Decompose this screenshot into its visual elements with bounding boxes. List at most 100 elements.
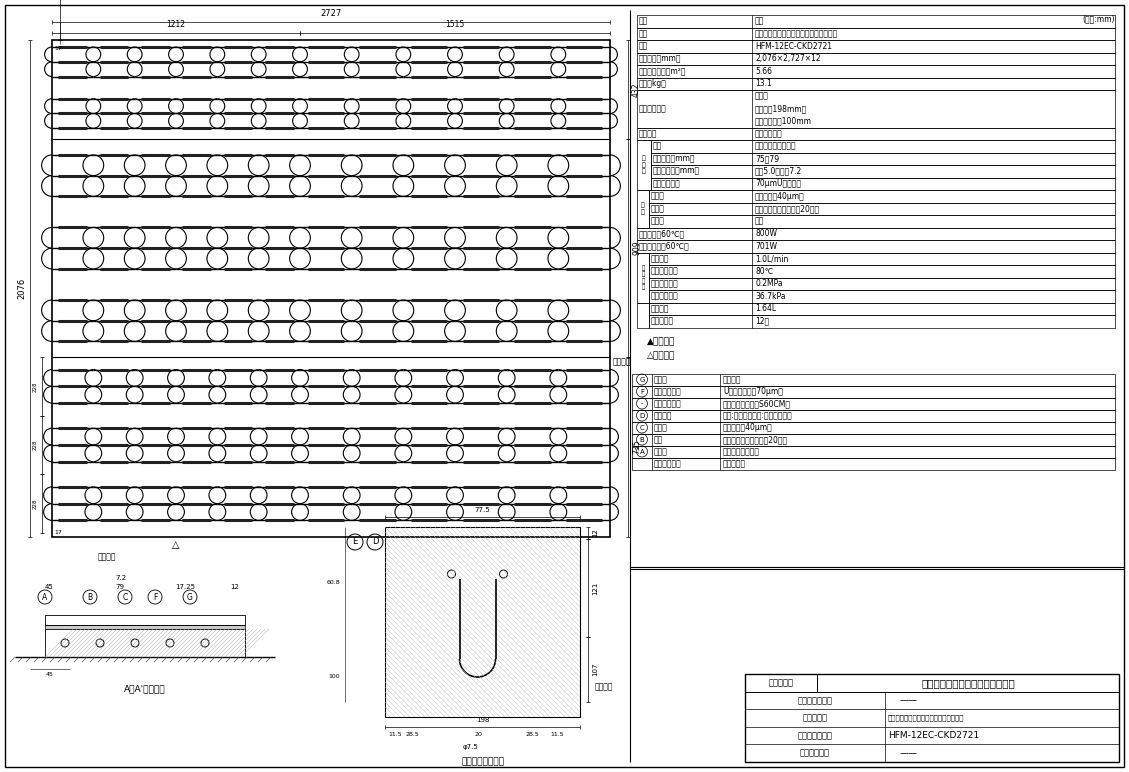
Bar bbox=[649, 265, 1115, 277]
Text: 管ピッチ（mm）: 管ピッチ（mm） bbox=[653, 154, 695, 163]
Text: 名　　　称: 名 称 bbox=[803, 713, 828, 723]
Text: 17.25: 17.25 bbox=[175, 584, 195, 590]
Text: 735: 735 bbox=[632, 440, 641, 454]
Bar bbox=[632, 434, 1115, 445]
Text: 質量（kg）: 質量（kg） bbox=[639, 80, 667, 88]
Text: 内径5.0　外径7.2: 内径5.0 外径7.2 bbox=[755, 167, 803, 176]
Text: メーカー型式: メーカー型式 bbox=[800, 749, 830, 757]
Text: 909: 909 bbox=[632, 241, 641, 256]
Text: 段ボール梱包: 段ボール梱包 bbox=[755, 129, 782, 138]
Text: なし: なし bbox=[755, 217, 764, 225]
Text: 本体:真鍮　竹の子:耐脱亜鉛黄銅: 本体:真鍮 竹の子:耐脱亜鉛黄銅 bbox=[723, 411, 793, 420]
Bar bbox=[637, 240, 1115, 252]
Text: 121: 121 bbox=[592, 581, 598, 594]
Text: 0.2MPa: 0.2MPa bbox=[755, 279, 782, 288]
Text: ヘッダー位置: ヘッダー位置 bbox=[639, 104, 667, 113]
Text: G: G bbox=[187, 592, 193, 601]
Text: 表面材: 表面材 bbox=[654, 423, 668, 432]
Text: 放熱管: 放熱管 bbox=[654, 447, 668, 456]
Text: アルミ箔（40μm）: アルミ箔（40μm） bbox=[723, 423, 772, 432]
Bar bbox=[637, 252, 649, 303]
Text: ホースバンド: ホースバンド bbox=[654, 399, 682, 408]
Text: 仕様: 仕様 bbox=[755, 17, 764, 25]
Text: 107: 107 bbox=[592, 662, 598, 676]
Text: 1515: 1515 bbox=[445, 20, 465, 29]
Bar bbox=[632, 422, 1115, 434]
Text: A: A bbox=[640, 449, 645, 455]
Bar bbox=[651, 140, 1115, 153]
Text: 13.1: 13.1 bbox=[755, 80, 772, 88]
Text: 228: 228 bbox=[33, 381, 38, 391]
Text: 設　置　方　式: 設 置 方 式 bbox=[797, 696, 832, 705]
Text: E: E bbox=[352, 537, 358, 547]
Text: 投入熱量（60℃）: 投入熱量（60℃） bbox=[639, 229, 685, 239]
Text: 左端から198mm、: 左端から198mm、 bbox=[755, 104, 807, 113]
Text: 7.2: 7.2 bbox=[115, 575, 126, 581]
Bar bbox=[637, 65, 1115, 77]
Text: 80℃: 80℃ bbox=[755, 267, 773, 276]
Text: 701W: 701W bbox=[755, 242, 777, 251]
Text: 東　邦　型　式: 東 邦 型 式 bbox=[797, 731, 832, 740]
Text: B: B bbox=[640, 436, 645, 442]
Text: 228: 228 bbox=[33, 499, 38, 509]
Text: 79: 79 bbox=[115, 584, 124, 590]
Bar bbox=[651, 178, 1115, 190]
Circle shape bbox=[201, 639, 209, 647]
Bar bbox=[651, 153, 1115, 165]
Text: A－A'　詳細図: A－A' 詳細図 bbox=[124, 685, 166, 693]
Text: A: A bbox=[43, 592, 47, 601]
Text: 11.5: 11.5 bbox=[388, 733, 402, 737]
Text: 上面放熱量（60℃）: 上面放熱量（60℃） bbox=[639, 242, 690, 251]
Text: F: F bbox=[640, 388, 644, 394]
Bar bbox=[649, 202, 1115, 215]
Text: 普通合板: 普通合板 bbox=[723, 375, 742, 384]
Text: 5.66: 5.66 bbox=[755, 66, 772, 76]
Text: ポリスチレン発泡体（20倍）: ポリスチレン発泡体（20倍） bbox=[723, 435, 788, 444]
Bar bbox=[637, 140, 651, 190]
Bar bbox=[649, 277, 1115, 290]
Bar bbox=[632, 398, 1115, 409]
Text: 標準流量: 標準流量 bbox=[651, 254, 669, 263]
Text: 60.8: 60.8 bbox=[326, 580, 340, 584]
Text: 1.64L: 1.64L bbox=[755, 304, 776, 313]
Text: 最高使用圧力: 最高使用圧力 bbox=[651, 279, 679, 288]
Text: 12本: 12本 bbox=[755, 317, 769, 326]
Text: 保有水量: 保有水量 bbox=[651, 304, 669, 313]
Text: 裏面材: 裏面材 bbox=[651, 217, 665, 225]
Text: 2727: 2727 bbox=[321, 9, 342, 18]
Text: 放熱補助部材: 放熱補助部材 bbox=[654, 387, 682, 396]
Text: 材質: 材質 bbox=[653, 142, 663, 151]
Text: 断熱材: 断熱材 bbox=[651, 205, 665, 213]
Text: 17: 17 bbox=[54, 530, 62, 534]
Text: 28.5: 28.5 bbox=[405, 733, 419, 737]
Bar bbox=[649, 215, 1115, 228]
Bar bbox=[649, 252, 1115, 265]
Text: ヘッダー: ヘッダー bbox=[97, 553, 116, 561]
Text: 有効放熱面積（m²）: 有効放熱面積（m²） bbox=[639, 66, 686, 76]
Bar bbox=[52, 40, 610, 537]
Text: △: △ bbox=[173, 540, 180, 550]
Bar bbox=[651, 165, 1115, 178]
Bar bbox=[45, 615, 245, 625]
Bar bbox=[637, 52, 1115, 65]
Text: 受　領　印: 受 領 印 bbox=[769, 679, 794, 687]
Text: 1212: 1212 bbox=[166, 20, 185, 29]
Text: 品番品　　名: 品番品 名 bbox=[654, 459, 682, 468]
Text: 最高使用温度: 最高使用温度 bbox=[651, 267, 679, 276]
Circle shape bbox=[61, 639, 69, 647]
Bar bbox=[45, 625, 245, 629]
Text: F: F bbox=[152, 592, 157, 601]
Text: 東　邦　ガ　ス　株　式　会　社: 東 邦 ガ ス 株 式 会 社 bbox=[921, 678, 1015, 688]
Text: 外形寸法（mm）: 外形寸法（mm） bbox=[639, 54, 682, 63]
Text: ▲　山折り: ▲ 山折り bbox=[647, 337, 675, 346]
Text: ポリスチレン発泡体（20倍）: ポリスチレン発泡体（20倍） bbox=[755, 205, 820, 213]
Text: アルミ箔（40μm）: アルミ箔（40μm） bbox=[755, 191, 805, 201]
Text: 17: 17 bbox=[54, 46, 62, 50]
Text: D: D bbox=[371, 537, 378, 547]
Bar bbox=[385, 527, 580, 717]
Text: φ7.5: φ7.5 bbox=[463, 744, 479, 750]
Text: 432: 432 bbox=[632, 83, 641, 97]
Text: 標準流量抵抗: 標準流量抵抗 bbox=[651, 292, 679, 301]
Text: 198: 198 bbox=[475, 717, 489, 723]
Text: 放熱材: 放熱材 bbox=[651, 191, 665, 201]
